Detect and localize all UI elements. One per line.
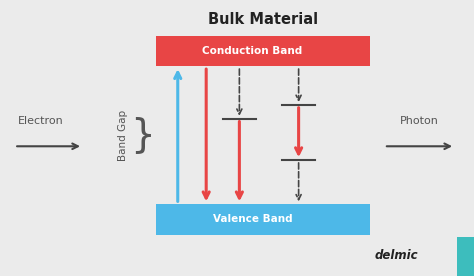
Bar [457,237,474,276]
Text: Bulk Material: Bulk Material [208,12,318,27]
Bar [156,204,370,235]
Text: Electron: Electron [18,116,63,126]
Text: Valence Band: Valence Band [213,214,292,224]
Text: Photon: Photon [400,116,439,126]
Text: Conduction Band: Conduction Band [202,46,302,56]
Text: delmic: delmic [374,249,418,262]
Text: }: } [130,116,155,154]
Bar [156,36,370,66]
Text: Band Gap: Band Gap [118,110,128,161]
